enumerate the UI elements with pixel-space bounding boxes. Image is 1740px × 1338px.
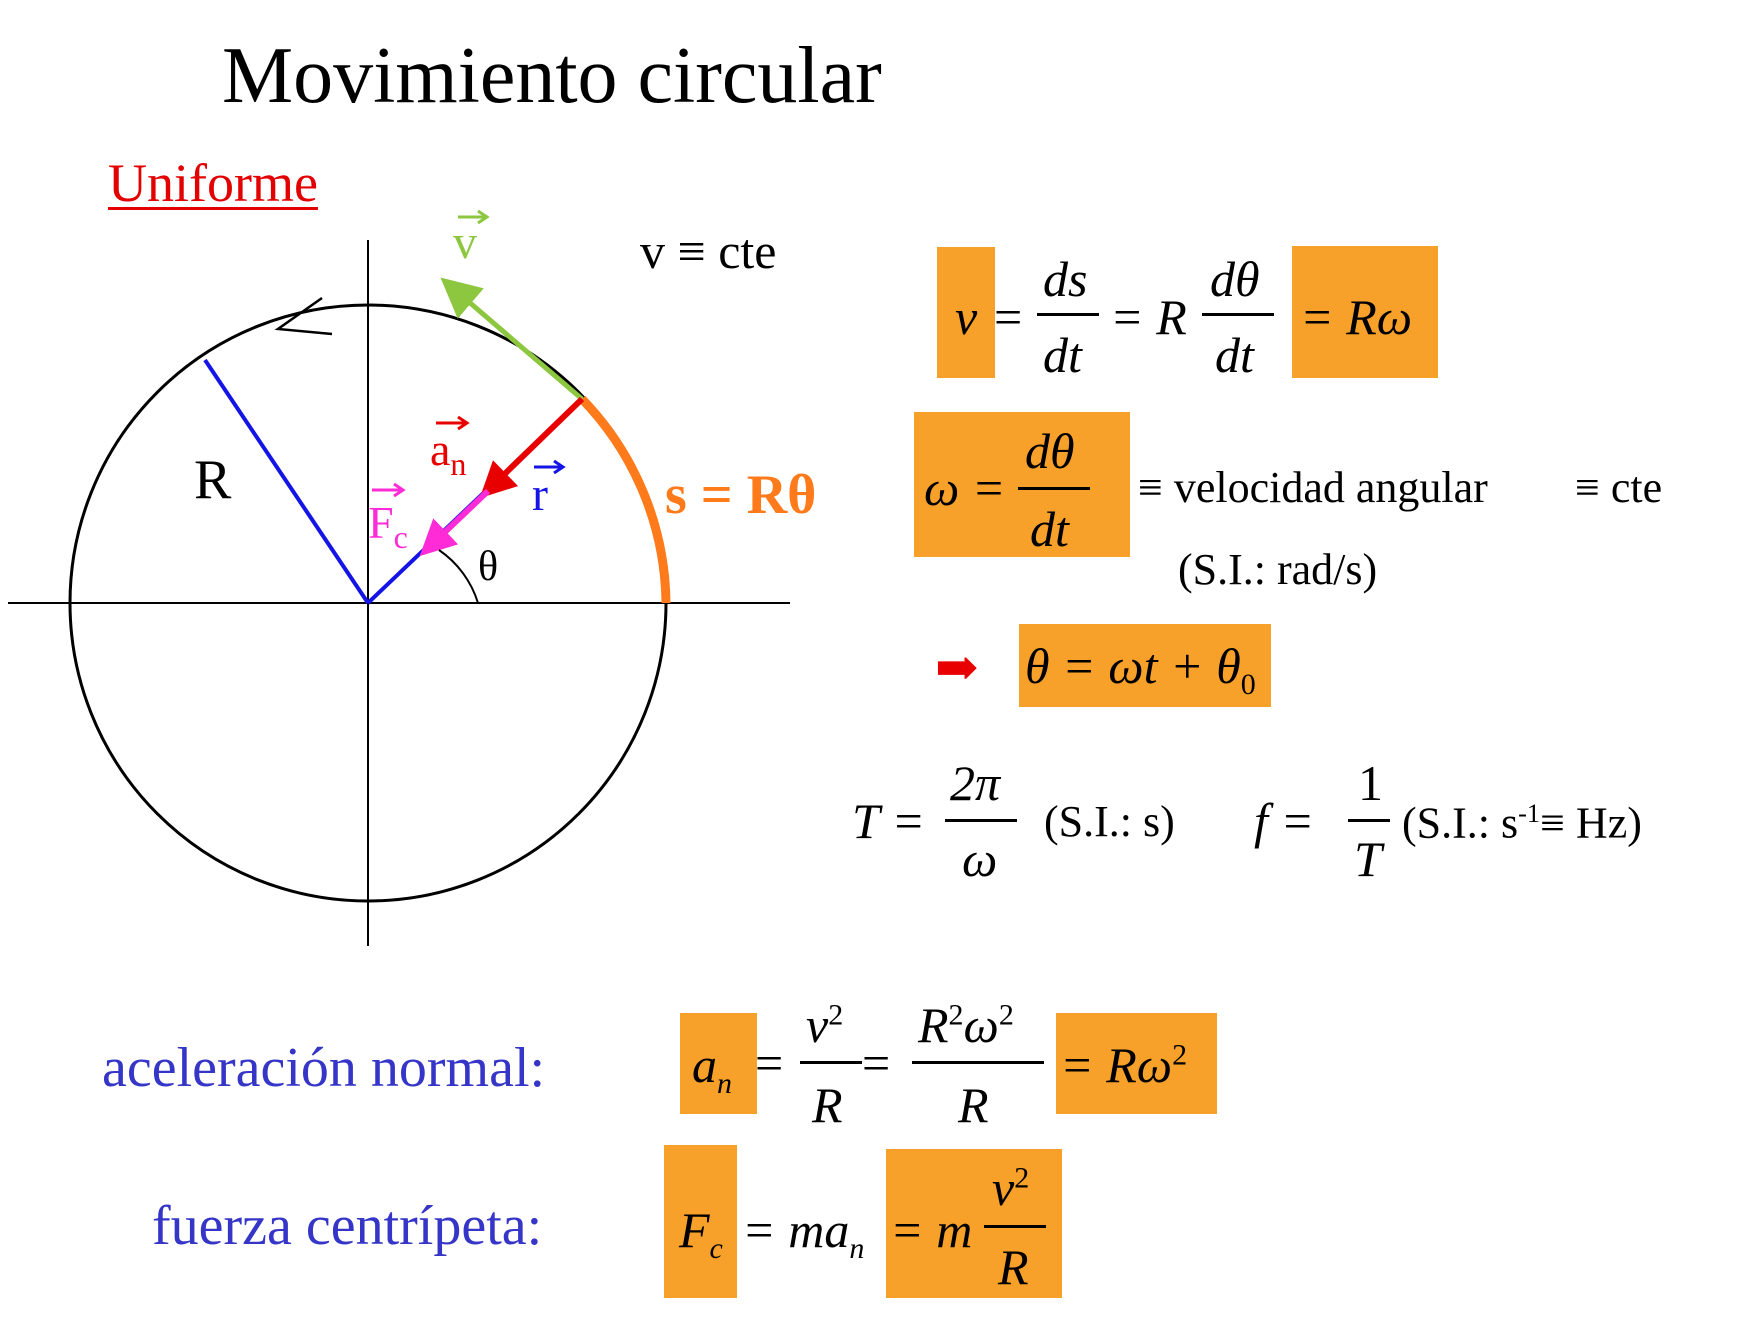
force-lhs: Fc — [679, 1202, 723, 1265]
label-v: v — [453, 216, 477, 269]
velocity-vector — [440, 277, 584, 401]
section-subtitle: Uniforme — [108, 153, 318, 213]
fraction-bar — [1018, 487, 1090, 490]
fraction-bar — [984, 1225, 1046, 1228]
eq-v-eq2: = R — [1110, 289, 1187, 345]
eq-f-lhs: f = — [1254, 793, 1315, 849]
eq-v-num2: dθ — [1210, 251, 1260, 307]
eq-v-num1: ds — [1043, 251, 1088, 307]
eq-T-lhs: T = — [852, 793, 926, 849]
arrow-over-v — [458, 209, 490, 225]
accel-num2: R2ω2 — [918, 997, 1014, 1053]
arrow-over-r — [534, 459, 566, 475]
accel-rhs: = Rω2 — [1060, 1037, 1188, 1093]
label-R: R — [194, 449, 232, 511]
v-constant: v ≡ cte — [640, 223, 777, 279]
highlight-theta — [1019, 624, 1271, 707]
eq-omega-num: dθ — [1025, 423, 1075, 479]
label-theta: θ — [478, 544, 498, 590]
accel-den2: R — [958, 1077, 989, 1133]
arrow-over-an — [436, 415, 470, 431]
force-label: fuerza centrípeta: — [152, 1195, 543, 1257]
eq-theta: θ = ωt + θ0 — [1025, 638, 1256, 701]
eq-v-den2: dt — [1215, 327, 1254, 383]
accel-eq2: = — [862, 1035, 891, 1091]
fraction-bar — [945, 819, 1017, 822]
eq-v-lhs: v — [955, 289, 978, 345]
accel-label: aceleración normal: — [102, 1037, 546, 1099]
arc-s — [578, 395, 671, 604]
label-s: s = Rθ — [665, 464, 816, 526]
label-Fc: Fc — [368, 497, 408, 555]
accel-eq: = — [755, 1035, 784, 1091]
fraction-bar — [912, 1061, 1044, 1064]
fraction-bar — [1037, 313, 1099, 316]
fraction-bar — [800, 1061, 862, 1064]
eq-omega-lhs: ω = — [924, 460, 1006, 516]
acceleration-vector — [479, 396, 585, 499]
eq-f-units: (S.I.: s-1≡ Hz) — [1402, 798, 1642, 848]
force-rhs: = m — [890, 1202, 973, 1258]
direction-arrow — [274, 296, 333, 336]
highlight-romega — [1292, 246, 1438, 378]
label-r: r — [532, 468, 548, 521]
highlight-an — [680, 1013, 757, 1114]
highlight-v — [937, 247, 995, 378]
eq-omega-den: dt — [1030, 501, 1069, 557]
eq-T-num: 2π — [950, 755, 1001, 811]
eq-f-den: T — [1354, 831, 1382, 887]
theta-arc — [438, 549, 479, 604]
highlight-mv2r — [886, 1149, 1062, 1298]
eq-v-eq1: = — [994, 289, 1023, 345]
eq-T-units: (S.I.: s) — [1044, 797, 1175, 846]
force-num: v2 — [992, 1160, 1030, 1216]
accel-lhs: an — [692, 1037, 732, 1100]
radius-line — [203, 358, 370, 605]
page-title: Movimiento circular — [222, 32, 882, 120]
force-vector — [419, 488, 491, 557]
eq-v-den1: dt — [1043, 327, 1082, 383]
arrow-over-Fc — [372, 482, 406, 498]
eq-T-den: ω — [962, 831, 998, 887]
eq-omega-const: ≡ cte — [1575, 463, 1663, 512]
eq-omega-desc: ≡ velocidad angular — [1138, 463, 1488, 512]
fraction-bar — [1202, 313, 1274, 316]
eq-f-num: 1 — [1358, 755, 1383, 811]
highlight-romega2 — [1056, 1013, 1217, 1114]
highlight-omega — [914, 412, 1130, 557]
red-arrow: ➡ — [935, 640, 979, 697]
eq-omega-units: (S.I.: rad/s) — [1178, 545, 1378, 594]
force-den: R — [998, 1239, 1029, 1295]
accel-den1: R — [812, 1077, 843, 1133]
force-mid: = man — [742, 1202, 865, 1265]
accel-num1: v2 — [806, 997, 844, 1053]
circular-motion-diagram: R v an r Fc θ s = Rθ — [8, 209, 816, 946]
fraction-bar — [1348, 819, 1390, 822]
highlight-Fc — [664, 1145, 737, 1298]
label-an: an — [430, 424, 466, 482]
eq-v-rhs: = Rω — [1300, 289, 1413, 345]
